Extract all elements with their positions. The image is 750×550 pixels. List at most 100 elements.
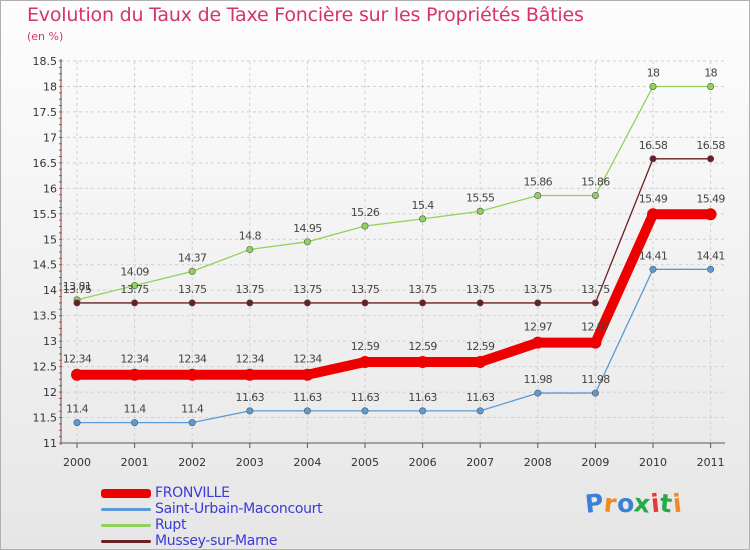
data-label: 15.86 bbox=[524, 175, 553, 188]
data-label: 14.37 bbox=[178, 251, 207, 264]
x-tick-label: 2000 bbox=[63, 456, 91, 469]
legend-swatch bbox=[101, 507, 151, 511]
data-point bbox=[531, 336, 544, 349]
grid bbox=[61, 60, 725, 444]
series-line-0 bbox=[72, 209, 716, 380]
data-point bbox=[71, 368, 83, 381]
x-tick-label: 2011 bbox=[697, 456, 725, 469]
x-tick-label: 2002 bbox=[178, 456, 206, 469]
data-point bbox=[303, 238, 311, 246]
data-label: 13.81 bbox=[63, 280, 92, 293]
data-label: 18 bbox=[704, 66, 717, 79]
data-label: 13.75 bbox=[351, 283, 380, 296]
data-point bbox=[303, 299, 311, 307]
data-label: 13.75 bbox=[120, 283, 149, 296]
data-label: 12.59 bbox=[466, 340, 495, 353]
data-point bbox=[188, 267, 196, 275]
data-point bbox=[361, 222, 369, 230]
x-tick-label: 2005 bbox=[351, 456, 379, 469]
legend-swatch bbox=[101, 523, 151, 527]
data-point bbox=[649, 82, 657, 90]
data-point bbox=[476, 207, 484, 215]
data-point bbox=[591, 299, 599, 307]
data-point bbox=[188, 299, 196, 307]
data-point bbox=[419, 215, 427, 223]
legend-swatch bbox=[101, 539, 151, 543]
legend-label: Mussey-sur-Marne bbox=[155, 533, 278, 549]
data-point bbox=[704, 208, 717, 221]
data-label: 14.8 bbox=[239, 229, 262, 242]
y-tick-label: 11.5 bbox=[33, 412, 58, 425]
legend-item: Saint-Urbain-Maconcourt bbox=[101, 501, 323, 517]
data-point bbox=[474, 356, 487, 369]
legend-item: Rupt bbox=[101, 517, 322, 533]
data-point bbox=[707, 155, 715, 163]
data-label: 12.97 bbox=[524, 321, 553, 334]
data-label: 11.98 bbox=[581, 373, 610, 386]
data-label: 13.75 bbox=[466, 283, 495, 296]
data-label: 12.34 bbox=[63, 353, 92, 366]
data-label: 15.55 bbox=[466, 191, 495, 204]
data-label: 11.4 bbox=[181, 403, 204, 416]
data-label: 12.97 bbox=[581, 321, 610, 334]
data-point bbox=[246, 245, 254, 253]
data-label: 15.49 bbox=[696, 192, 725, 205]
x-tick-label: 2003 bbox=[236, 456, 264, 469]
data-point bbox=[476, 407, 484, 415]
x-tick-label: 2001 bbox=[121, 456, 149, 469]
y-tick-label: 14 bbox=[43, 284, 57, 297]
axes: 11 11.5 12 12.5 13 13.5 14 14.5 15 15.5 16 16.5 17 17… bbox=[33, 55, 725, 469]
chart-subtitle: (en %) bbox=[27, 30, 64, 43]
data-point bbox=[707, 82, 715, 90]
data-point bbox=[534, 191, 542, 199]
data-label: 11.63 bbox=[466, 391, 495, 404]
y-tick-label: 16.5 bbox=[33, 157, 58, 170]
data-label: 13.75 bbox=[408, 283, 437, 296]
data-label: 13.75 bbox=[236, 283, 265, 296]
data-label: 16.58 bbox=[696, 139, 725, 152]
data-label: 14.09 bbox=[120, 266, 149, 279]
y-tick-label: 12 bbox=[43, 386, 57, 399]
y-tick-label: 11 bbox=[43, 437, 57, 450]
y-tick-label: 16 bbox=[43, 182, 57, 195]
data-point bbox=[73, 299, 81, 307]
data-label: 16.58 bbox=[639, 139, 668, 152]
data-label: 11.4 bbox=[124, 403, 147, 416]
y-tick-label: 17.5 bbox=[33, 106, 58, 119]
legend-item: Mussey-sur-Marne bbox=[101, 533, 322, 549]
data-point bbox=[589, 336, 602, 349]
data-label: 12.34 bbox=[236, 353, 265, 366]
data-label: 12.34 bbox=[293, 353, 322, 366]
data-point bbox=[419, 407, 427, 415]
data-label: 11.63 bbox=[408, 391, 437, 404]
chart-title: Evolution du Taux de Taxe Foncière sur l… bbox=[27, 4, 584, 26]
data-label: 11.63 bbox=[236, 391, 265, 404]
data-point bbox=[303, 407, 311, 415]
data-label: 13.75 bbox=[581, 283, 610, 296]
y-tick-label: 18.5 bbox=[33, 55, 58, 68]
series-line-2 bbox=[76, 85, 712, 301]
data-point bbox=[647, 208, 659, 221]
data-label: 15.26 bbox=[351, 206, 380, 219]
x-tick-label: 2008 bbox=[524, 456, 552, 469]
data-label: 14.95 bbox=[293, 222, 322, 235]
data-label: 15.4 bbox=[412, 199, 435, 212]
data-point bbox=[361, 299, 369, 307]
legend-item: FRONVILLE bbox=[101, 485, 322, 501]
data-label: 13.75 bbox=[63, 283, 92, 296]
legend-swatch bbox=[101, 488, 151, 498]
data-point bbox=[131, 282, 139, 290]
data-label: 13.75 bbox=[178, 283, 207, 296]
data-point bbox=[131, 419, 139, 427]
y-tick-label: 15.5 bbox=[33, 208, 58, 221]
x-tick-label: 2010 bbox=[639, 456, 667, 469]
data-label: 12.59 bbox=[351, 340, 380, 353]
data-label: 13.75 bbox=[293, 283, 322, 296]
data-labels: 12.34 12.34 12.34 12.34 12.34 12.59 12.59 12.59… bbox=[63, 66, 726, 415]
data-point bbox=[649, 155, 657, 163]
legend-label: Rupt bbox=[155, 517, 187, 533]
x-tick-label: 2004 bbox=[293, 456, 321, 469]
x-tick-label: 2007 bbox=[466, 456, 494, 469]
